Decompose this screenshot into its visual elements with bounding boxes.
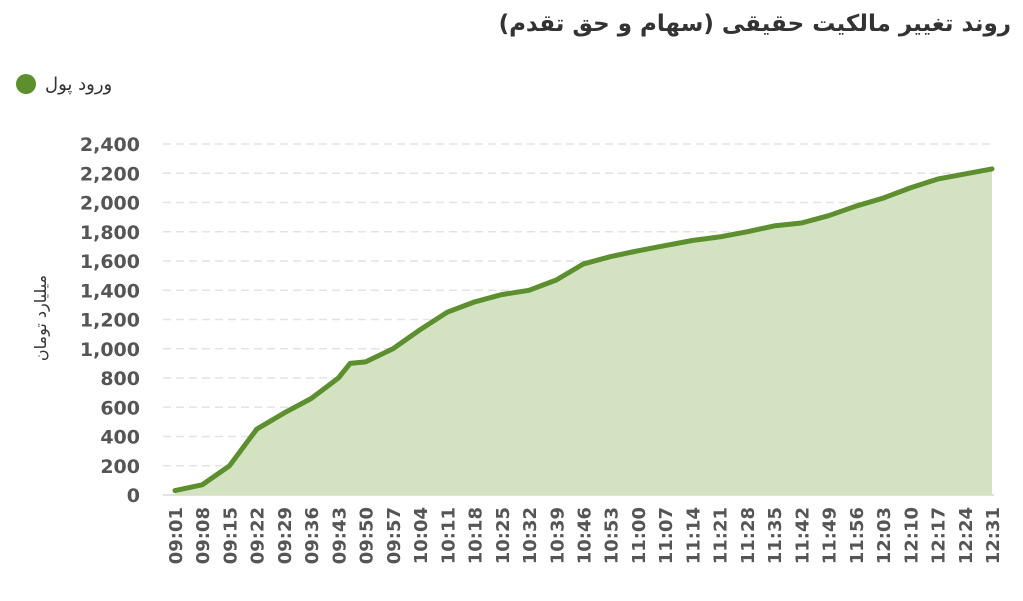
x-tick-label: 10:46 <box>575 507 596 564</box>
x-tick-label: 09:08 <box>193 507 214 564</box>
x-tick-label: 11:42 <box>792 507 813 564</box>
chart-title: روند تغییر مالکیت حقیقی (سهام و حق تقدم) <box>498 11 1011 37</box>
legend-label: ورود پول <box>45 73 113 95</box>
x-tick-label: 10:32 <box>520 507 541 564</box>
y-axis-ticks: 0 200 400 600 800 1,000 1,200 1,400 1,600 1,800 2,… <box>80 134 140 507</box>
y-tick-label: 400 <box>100 427 140 449</box>
legend-marker-icon <box>16 74 36 94</box>
y-tick-label: 1,200 <box>80 310 140 332</box>
x-tick-label: 10:39 <box>547 507 568 564</box>
x-tick-label: 12:31 <box>983 507 1004 564</box>
x-tick-label: 09:22 <box>248 507 269 564</box>
x-tick-label: 12:10 <box>901 507 922 564</box>
y-axis-label: میلیارد تومان <box>31 275 51 361</box>
y-tick-label: 1,000 <box>80 339 140 361</box>
series-line[interactable] <box>172 166 995 494</box>
x-tick-label: 12:24 <box>956 507 977 564</box>
y-tick-label: 1,400 <box>80 280 140 302</box>
x-tick-label: 11:14 <box>683 507 704 564</box>
y-tick-label: 2,400 <box>80 134 140 156</box>
x-tick-label: 10:11 <box>438 507 459 564</box>
x-tick-label: 11:00 <box>629 507 650 564</box>
x-tick-label: 09:57 <box>384 507 405 564</box>
x-tick-label: 10:25 <box>493 507 514 564</box>
x-tick-label: 09:15 <box>220 507 241 564</box>
x-tick-label: 10:04 <box>411 507 432 564</box>
x-tick-label: 09:01 <box>166 507 187 564</box>
x-tick-label: 10:53 <box>602 507 623 564</box>
x-tick-label: 09:29 <box>275 507 296 564</box>
x-tick-label: 11:28 <box>738 507 759 564</box>
y-tick-label: 600 <box>100 397 140 419</box>
x-tick-label: 11:21 <box>711 507 732 564</box>
x-tick-label: 09:50 <box>357 507 378 564</box>
y-tick-label: 1,600 <box>80 251 140 273</box>
x-tick-label: 11:49 <box>820 507 841 564</box>
x-tick-label: 09:43 <box>329 507 350 564</box>
y-tick-label: 0 <box>127 485 140 507</box>
x-tick-label: 12:17 <box>929 507 950 564</box>
y-tick-label: 800 <box>100 368 140 390</box>
x-tick-label: 09:36 <box>302 507 323 564</box>
x-tick-label: 11:56 <box>847 507 868 564</box>
y-tick-label: 1,800 <box>80 222 140 244</box>
x-axis-ticks: 09:01 09:08 09:15 09:22 09:29 09:36 09:43 09:50… <box>166 507 1004 564</box>
x-tick-label: 12:03 <box>874 507 895 564</box>
legend[interactable]: ورود پول <box>16 66 112 102</box>
y-tick-label: 2,200 <box>80 163 140 185</box>
x-tick-label: 10:18 <box>466 507 487 564</box>
x-tick-label: 11:35 <box>765 507 786 564</box>
y-tick-label: 200 <box>100 456 140 478</box>
x-tick-label: 11:07 <box>656 507 677 564</box>
series-area <box>175 168 992 495</box>
y-tick-label: 2,000 <box>80 193 140 215</box>
